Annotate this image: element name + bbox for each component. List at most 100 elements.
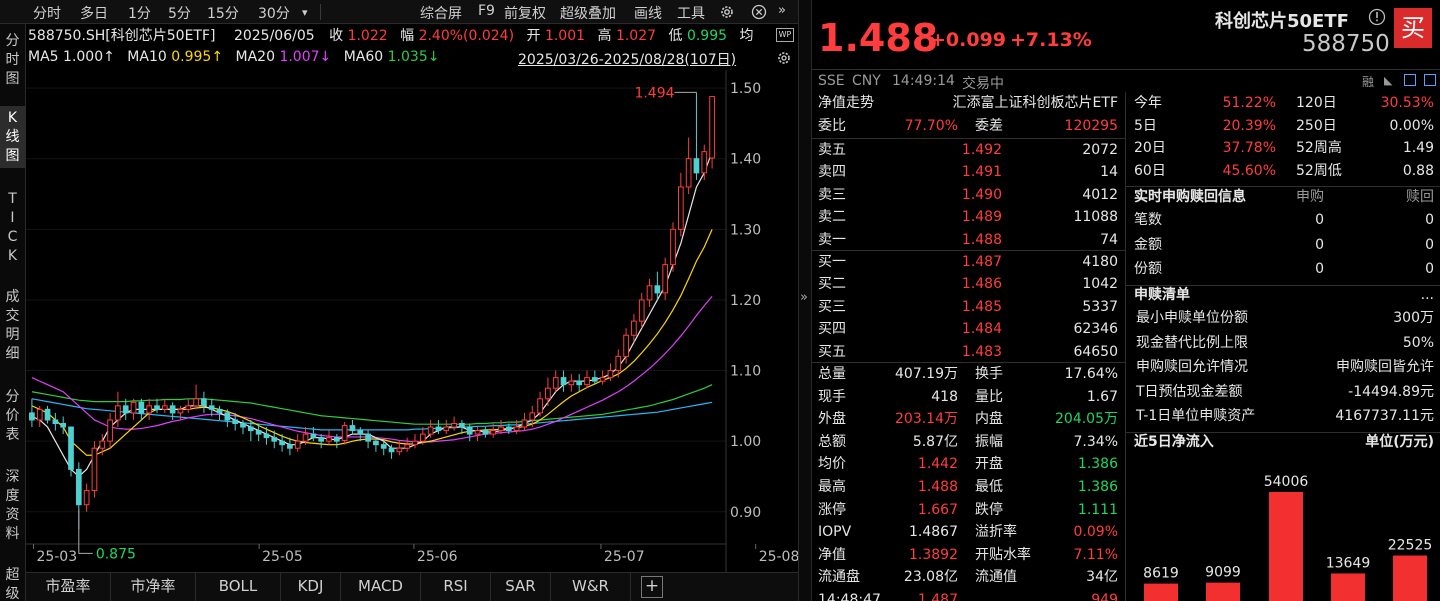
buy-button[interactable]: 买 [1394,8,1432,48]
tab-15min[interactable]: 15分 [207,6,239,22]
vtab-kline-chart[interactable]: K线图 [0,106,25,168]
high-label: 高 [597,28,612,44]
f9-button[interactable]: F9 [478,3,495,19]
sort-triangle-icon[interactable]: ◣ [1384,74,1393,87]
composite-screen-button[interactable]: 综合屏 [420,6,462,22]
close-icon[interactable] [751,4,767,20]
tools-button[interactable]: 工具 [677,6,705,22]
realtime-label: 金额 [1134,236,1162,253]
financing-icon[interactable]: 融 [1362,75,1375,89]
forward-adjust-button[interactable]: 前复权 [504,6,546,22]
tab-kdj[interactable]: KDJ [281,573,341,601]
asks-level-row[interactable]: 卖三 1.490 4012 [818,184,1118,207]
candle-body [451,423,457,428]
quote-time: 14:49:14 [892,73,955,89]
candle-body [115,405,121,421]
vtab-trade-detail[interactable]: 成交明细 [5,289,20,362]
asks-level-label: 卖五 [818,142,846,158]
vtab-depth-data[interactable]: 深度资料 [5,469,20,542]
vtab-tick[interactable]: TICK [7,191,18,264]
tab-macd[interactable]: MACD [341,573,421,601]
bids-level-price: 1.484 [961,321,1002,338]
trade-status: 交易中 [962,76,1004,92]
vtab-super[interactable]: 超级 [5,567,20,601]
asks-level-label: 卖一 [818,231,846,248]
y-tick-label: 1.40 [730,152,761,168]
bids-level-row[interactable]: 买五 1.483 64650 [818,341,1118,364]
candle-body [584,377,590,386]
stat-label: 开贴水率 [975,546,1031,563]
collapse-double-chevron-icon[interactable]: » [778,3,786,18]
change-label: 幅 [400,28,415,44]
window-mode-icon[interactable]: WP [776,28,794,42]
order-ratio-value: 77.70% [904,118,958,134]
asks-level-row[interactable]: 卖二 1.489 11088 [818,206,1118,229]
close-label: 收 [329,28,344,44]
asks-level-row[interactable]: 卖一 1.488 74 [818,229,1118,252]
candle-body [646,285,653,301]
stat-label: 开盘 [975,456,1003,473]
stat-label: 总额 [818,433,846,450]
tab-pb[interactable]: 市净率 [111,573,196,601]
tab-rsi[interactable]: RSI [421,573,491,601]
tab-sar[interactable]: SAR [491,573,551,601]
candle-body [60,423,67,428]
asks-level-row[interactable]: 卖五 1.492 2072 [818,139,1118,162]
ma20-label: MA20 [235,49,275,65]
avg-label: 均 [739,28,754,44]
period-dropdown-icon[interactable]: ▾ [302,6,308,19]
bids-level-row[interactable]: 买一 1.487 4180 [818,251,1118,274]
tab-pe[interactable]: 市盈率 [26,573,111,601]
expand-chevron-icon[interactable]: » [800,290,808,305]
nav-row[interactable]: 净值走势 汇添富上证科创板芯片ETF [818,92,1118,115]
vtab-intraday-chart[interactable]: 分时图 [5,33,20,87]
candle-body [193,398,199,407]
popout-icon[interactable] [1424,74,1436,86]
tab-1min[interactable]: 1分 [128,6,151,22]
candle-body [545,387,551,400]
last-price: 1.488 [818,16,939,60]
order-ratio-label: 委比 [818,118,846,134]
tab-wr[interactable]: W&R [551,573,631,601]
stat-label: 净值 [818,546,846,563]
window-icon[interactable] [1404,74,1416,86]
date-range[interactable]: 2025/03/26-2025/08/28(107日) [518,52,737,68]
creation-row: T-1日单位申赎资产 4167737.11元 [1136,405,1434,428]
tab-30min[interactable]: 30分 [258,6,290,22]
draw-line-button[interactable]: 画线 [634,6,662,22]
tab-5min[interactable]: 5分 [168,6,191,22]
asks-level-row[interactable]: 卖四 1.491 14 [818,161,1118,184]
info-icon[interactable] [1368,8,1386,26]
perf-value: 20.39% [1222,117,1276,134]
panel-divider[interactable]: » [798,0,812,601]
candle-body [169,405,176,414]
column-divider [1125,92,1126,601]
candle-body [670,228,676,266]
candle-body [201,398,207,407]
bids-level-row[interactable]: 买四 1.484 62346 [818,318,1118,341]
bids-level-row[interactable]: 买二 1.486 1042 [818,273,1118,296]
inflow-value-label: 9099 [1205,565,1241,581]
stat-value: 1.67 [1086,388,1118,405]
candle-body [302,433,309,442]
vtab-price-table[interactable]: 分价表 [5,389,20,443]
candle-body [529,412,536,421]
tab-boll[interactable]: BOLL [196,573,281,601]
y-tick-label: 0.90 [730,505,761,521]
add-indicator-button[interactable]: + [641,576,663,598]
bids-level-row[interactable]: 买三 1.485 5337 [818,296,1118,319]
gear-icon[interactable] [719,4,735,20]
settings-gear-icon[interactable] [776,50,792,66]
super-overlay-button[interactable]: 超级叠加 [560,6,616,22]
candle-body [357,430,364,435]
realtime-title: 实时申购赎回信息 [1134,189,1246,205]
realtime-row: 份额 0 0 [1134,258,1434,281]
open-label: 开 [526,28,541,44]
bids-level-price: 1.483 [961,343,1002,360]
tab-intraday[interactable]: 分时 [33,6,61,22]
candle-body [122,405,129,414]
creation-more-button[interactable]: ... [1420,287,1434,303]
kline-chart[interactable]: 1.50 1.40 1.30 1.20 1.10 1.00 0.90 25-03 25-05 2… [26,70,798,575]
tab-multiday[interactable]: 多日 [80,6,108,22]
rule [812,138,1125,139]
